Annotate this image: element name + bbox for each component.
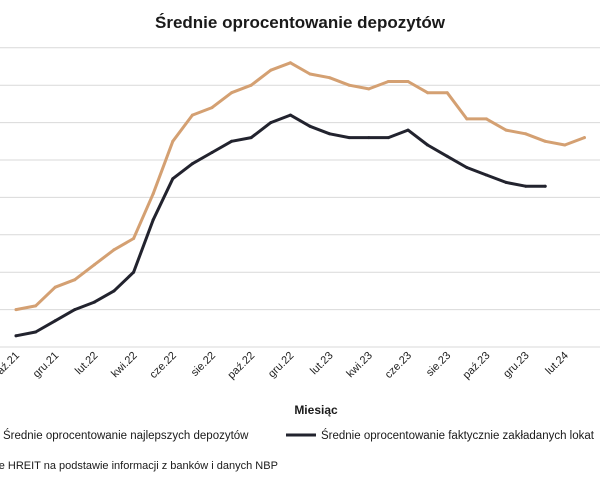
x-tick-label: gru.23	[501, 350, 532, 381]
x-tick-label: gru.21	[31, 350, 62, 381]
legend-label: Średnie oprocentowanie faktycznie zakład…	[321, 429, 595, 442]
data-point	[308, 124, 312, 128]
data-point	[504, 180, 508, 184]
x-tick-label: lut.23	[308, 350, 336, 378]
data-point	[73, 308, 77, 312]
data-point	[249, 83, 253, 87]
data-point	[426, 143, 430, 147]
data-point	[132, 270, 136, 274]
data-point	[288, 113, 292, 117]
x-tick-label: cze.22	[148, 350, 179, 381]
data-point	[171, 139, 175, 143]
data-point	[92, 263, 96, 267]
data-point	[112, 248, 116, 252]
data-point	[171, 177, 175, 181]
data-point	[406, 128, 410, 132]
data-point	[465, 117, 469, 121]
x-tick-label: sie.22	[189, 350, 218, 379]
x-axis-title: Miesiąc	[294, 403, 338, 417]
data-point	[367, 87, 371, 91]
data-point	[445, 154, 449, 158]
series-line	[14, 61, 586, 312]
data-point	[190, 162, 194, 166]
data-point	[151, 218, 155, 222]
data-point	[386, 136, 390, 140]
x-tick-label: lut.22	[73, 350, 101, 378]
data-point	[132, 237, 136, 240]
chart-title: Średnie oprocentowanie depozytów	[155, 13, 446, 32]
data-point	[524, 132, 528, 136]
data-point	[34, 304, 38, 308]
data-point	[406, 80, 410, 83]
data-point	[34, 330, 38, 334]
data-point	[524, 184, 528, 188]
data-point	[563, 143, 567, 147]
data-point	[230, 139, 234, 143]
data-point	[582, 136, 586, 140]
legend-label: Średnie oprocentowanie najlepszych depoz…	[3, 429, 249, 442]
legend: Średnie oprocentowanie najlepszych depoz…	[3, 429, 595, 442]
data-point	[543, 139, 547, 143]
data-point	[92, 300, 96, 304]
series-lines	[14, 61, 586, 338]
data-point	[14, 334, 18, 338]
x-tick-label: paź.22	[225, 350, 257, 382]
x-axis-tick-labels: paź.21 gru.21 lut.22 kwi.22 cze.22 sie.22 paź.…	[0, 350, 571, 382]
x-tick-label: lut.24	[543, 350, 571, 378]
data-point	[73, 278, 77, 282]
data-point	[484, 173, 488, 177]
data-point	[504, 128, 508, 132]
data-point	[210, 151, 214, 154]
data-point	[386, 80, 390, 83]
data-point	[465, 166, 469, 169]
legend-item: Średnie oprocentowanie faktycznie zakład…	[286, 429, 595, 442]
x-tick-label: cze.23	[383, 350, 414, 381]
x-tick-label: gru.22	[266, 350, 297, 381]
data-point	[328, 132, 332, 136]
data-point	[308, 72, 312, 76]
series-line	[14, 113, 547, 338]
series-1	[14, 61, 586, 312]
data-point	[347, 136, 351, 140]
x-tick-label: kwi.23	[344, 350, 375, 381]
data-point	[112, 289, 116, 293]
data-point	[53, 319, 57, 323]
data-point	[269, 68, 273, 72]
data-point	[230, 91, 234, 95]
x-tick-label: paź.23	[461, 350, 493, 382]
source-note: Opracowanie HREIT na podstawie informacj…	[0, 460, 278, 472]
x-tick-label: sie.23	[424, 350, 453, 379]
data-point	[367, 136, 371, 140]
data-point	[249, 136, 253, 140]
data-point	[14, 308, 18, 312]
series-2	[14, 113, 547, 338]
data-point	[288, 61, 292, 65]
data-point	[190, 113, 194, 117]
data-point	[445, 91, 449, 95]
data-point	[269, 121, 273, 125]
data-point	[151, 192, 155, 196]
data-point	[210, 106, 214, 110]
data-point	[53, 285, 57, 289]
data-point	[426, 91, 430, 95]
data-point	[347, 83, 351, 87]
data-point	[543, 184, 547, 188]
legend-item: Średnie oprocentowanie najlepszych depoz…	[3, 429, 249, 442]
gridlines	[0, 47, 600, 348]
x-tick-label: paź.21	[0, 350, 22, 382]
data-point	[328, 76, 332, 80]
data-point	[484, 117, 488, 121]
x-tick-label: kwi.22	[109, 350, 140, 381]
